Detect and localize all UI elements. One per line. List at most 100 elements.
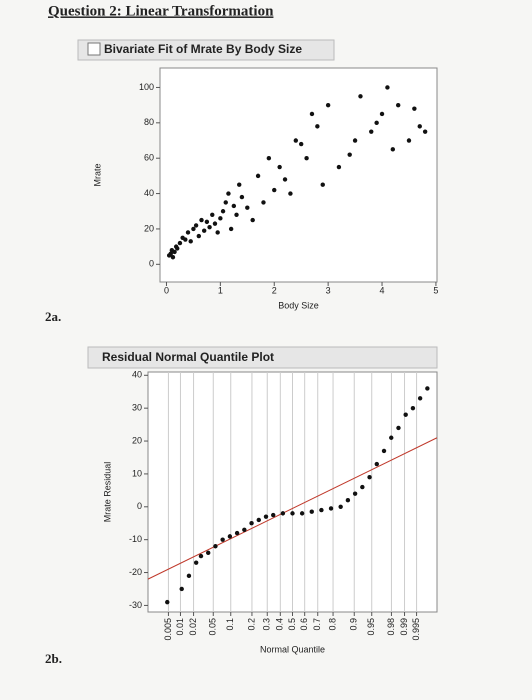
point xyxy=(188,239,193,244)
point xyxy=(381,448,387,454)
point xyxy=(196,233,202,239)
point xyxy=(272,187,277,193)
x-tick-label: 0.02 xyxy=(188,618,198,636)
fit-line xyxy=(147,437,438,580)
point xyxy=(165,599,170,605)
x-tick-label: 1 xyxy=(218,285,223,295)
y-tick-label: 40 xyxy=(144,188,154,198)
x-tick-label: 5 xyxy=(433,285,438,295)
point xyxy=(226,191,231,196)
point xyxy=(177,240,183,246)
y-axis-label: Mrate xyxy=(92,163,102,186)
point xyxy=(199,217,204,223)
panel-header xyxy=(77,39,335,61)
y-tick-label: -10 xyxy=(129,534,142,544)
point xyxy=(369,129,374,134)
point xyxy=(282,177,288,182)
point xyxy=(417,396,423,401)
point xyxy=(237,182,242,187)
point xyxy=(242,527,247,533)
point xyxy=(277,164,282,170)
point xyxy=(288,191,293,196)
x-tick-label: 4 xyxy=(380,285,385,295)
point xyxy=(417,124,422,129)
x-tick-label: 0.005 xyxy=(163,618,173,641)
point xyxy=(256,517,261,523)
point xyxy=(367,475,372,480)
point xyxy=(425,386,430,391)
y-tick-label: 0 xyxy=(137,501,142,511)
y-tick-label: 20 xyxy=(132,435,142,445)
point xyxy=(374,461,379,467)
point xyxy=(234,530,240,536)
point xyxy=(204,219,210,225)
point xyxy=(390,147,396,152)
question-title: Question 2: Linear Transformation xyxy=(48,3,274,19)
point xyxy=(201,228,207,233)
point xyxy=(406,138,412,143)
point xyxy=(352,491,358,496)
point xyxy=(193,560,199,565)
point xyxy=(213,544,218,549)
point xyxy=(271,512,276,518)
y-tick-label: 60 xyxy=(144,153,154,163)
y-tick-label: 30 xyxy=(132,403,142,413)
point xyxy=(379,111,385,117)
point xyxy=(261,200,266,205)
point xyxy=(374,120,379,126)
y-tick-label: 0 xyxy=(149,259,154,269)
point xyxy=(183,237,188,242)
point xyxy=(210,212,215,217)
x-tick-label: 0.4 xyxy=(275,618,285,631)
point xyxy=(309,509,314,514)
menu-toggle[interactable] xyxy=(87,42,101,56)
x-tick-label: 0.9 xyxy=(349,618,359,631)
x-tick-label: 0.01 xyxy=(175,618,185,636)
point xyxy=(220,537,225,542)
x-tick-label: 0.1 xyxy=(225,618,235,631)
x-tick-label: 0.3 xyxy=(262,618,272,631)
y-tick-label: 10 xyxy=(132,468,142,478)
x-tick-label: 3 xyxy=(326,285,331,295)
point xyxy=(220,209,226,214)
point xyxy=(186,573,192,579)
x-tick-label: 0.98 xyxy=(386,618,396,636)
point xyxy=(198,553,204,559)
point xyxy=(298,141,304,147)
y-tick-label: 80 xyxy=(144,117,154,127)
point xyxy=(336,164,342,170)
point xyxy=(347,152,352,157)
part-label: 2a. xyxy=(45,309,61,324)
x-tick-label: 0 xyxy=(164,285,169,295)
point xyxy=(175,246,180,251)
x-axis-label: Body Size xyxy=(278,300,319,310)
point xyxy=(410,405,416,411)
y-tick-label: -20 xyxy=(129,567,142,577)
point xyxy=(358,94,363,99)
x-tick-label: 0.995 xyxy=(411,618,421,641)
point xyxy=(185,230,191,235)
x-tick-label: 0.99 xyxy=(399,618,409,636)
point xyxy=(403,412,408,417)
x-axis-label: Normal Quantile xyxy=(260,644,325,654)
point xyxy=(325,102,331,108)
point xyxy=(191,226,196,232)
point xyxy=(328,506,334,511)
point xyxy=(168,251,173,256)
point xyxy=(249,521,254,526)
x-tick-label: 0.6 xyxy=(299,618,309,631)
plot-area xyxy=(159,67,438,283)
point xyxy=(395,102,401,108)
point xyxy=(412,106,417,111)
point xyxy=(179,586,184,592)
point xyxy=(266,155,272,161)
point xyxy=(212,221,218,226)
point xyxy=(239,194,245,200)
point xyxy=(255,173,261,179)
x-tick-label: 2 xyxy=(272,285,277,295)
point xyxy=(320,182,325,187)
point xyxy=(396,425,401,431)
point xyxy=(422,129,428,134)
point xyxy=(250,217,255,223)
